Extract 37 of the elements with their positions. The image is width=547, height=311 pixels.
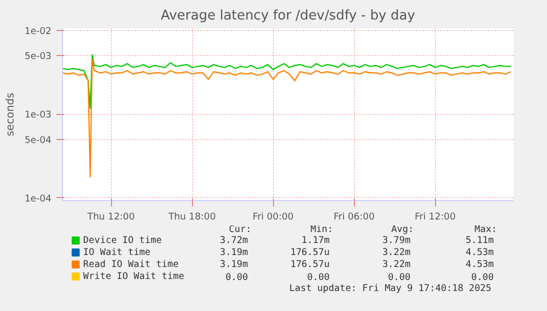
text: 176.57u xyxy=(290,247,330,258)
text: 0.00 xyxy=(226,272,248,283)
y-axis-title: seconds xyxy=(4,92,17,136)
y-tick-label: 1e-02 xyxy=(24,26,52,37)
legend-label: IO Wait time xyxy=(83,247,151,258)
text: 0.00 xyxy=(471,272,494,283)
text: 3.22m xyxy=(382,259,411,270)
y-tick-label: 1e-04 xyxy=(24,193,52,204)
x-tick-label: Thu 12:00 xyxy=(86,212,135,222)
x-tick-label: Thu 18:00 xyxy=(167,212,216,222)
text: Max: xyxy=(474,224,498,235)
text: 3.22m xyxy=(382,247,411,258)
chart-title: Average latency for /dev/sdfy - by day xyxy=(160,8,416,24)
text: 0.00 xyxy=(307,272,330,283)
text: 3.19m xyxy=(220,247,248,258)
x-tick-label: Fri 06:00 xyxy=(334,212,375,222)
line-series xyxy=(62,58,512,178)
text: 3.79m xyxy=(382,235,411,246)
x-tick-label: Fri 00:00 xyxy=(252,212,294,222)
x-tick-label: Fri 12:00 xyxy=(414,212,456,222)
legend-label: Read IO Wait time xyxy=(83,259,179,270)
line-series xyxy=(62,54,512,109)
y-tick-label: 1e-03 xyxy=(24,110,52,121)
text: 0.00 xyxy=(388,272,411,283)
text: Avg: xyxy=(391,224,414,235)
legend-label: Write IO Wait time xyxy=(83,271,185,282)
text: Last update: Fri May 9 17:40:18 2025 xyxy=(289,283,492,294)
text: 3.19m xyxy=(220,259,248,270)
text: 3.72m xyxy=(220,235,248,246)
y-tick-label: 5e-04 xyxy=(24,134,52,146)
text: 1.17m xyxy=(302,235,330,246)
text: 5.11m xyxy=(466,235,494,246)
text: 4.53m xyxy=(466,259,494,270)
text: 4.53m xyxy=(466,247,494,258)
y-tick-label: 5e-03 xyxy=(24,51,52,62)
text: 176.57u xyxy=(290,259,330,270)
legend-label: Device IO time xyxy=(83,235,162,246)
